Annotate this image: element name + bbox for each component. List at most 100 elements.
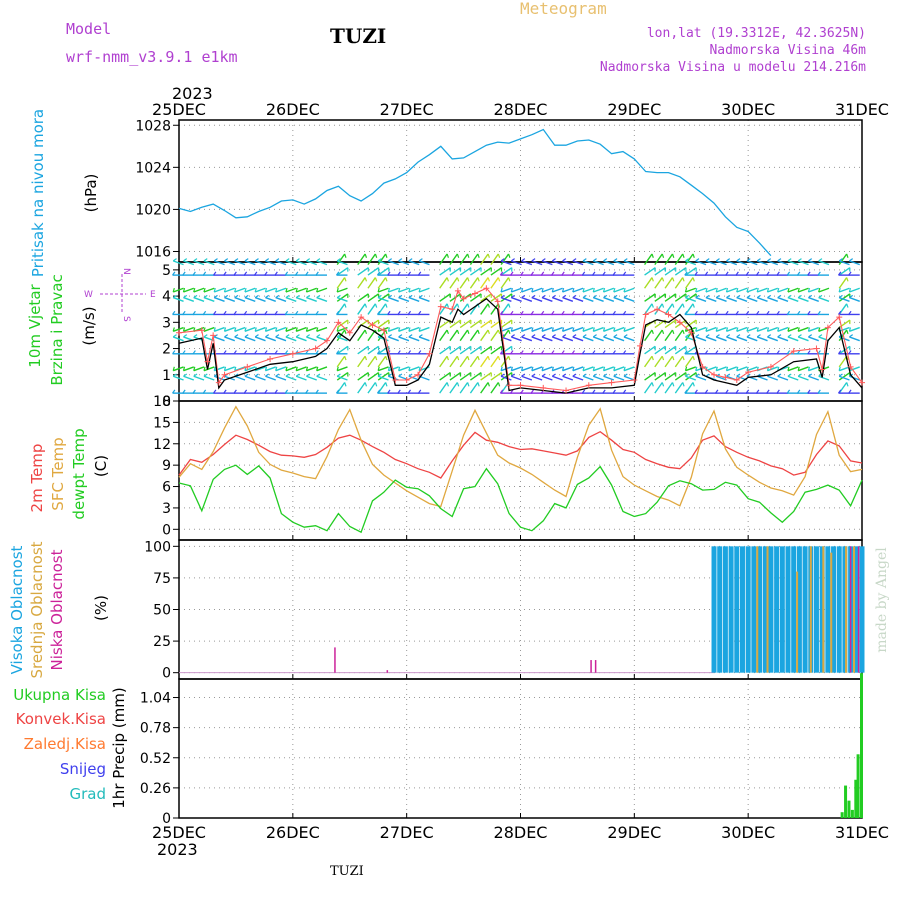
wind-barb	[674, 303, 684, 315]
wind-barb-tick	[510, 327, 513, 332]
wind-barb-tick	[530, 271, 534, 276]
wind-barb-tick	[592, 327, 595, 332]
compass-n: N	[121, 268, 131, 275]
wind-barb-tick	[705, 294, 710, 299]
wind-barb	[244, 375, 256, 381]
wind-barb	[316, 375, 328, 381]
wind-barb	[480, 329, 489, 342]
wind-barb-tick	[736, 334, 741, 338]
wind-barb	[715, 260, 727, 266]
wind-barb-tick	[797, 294, 802, 299]
cloud-high-bar	[842, 546, 848, 673]
wind-barb-tick	[848, 350, 852, 355]
wind-barb-tick	[295, 334, 300, 338]
wind-barb-tick	[335, 310, 340, 315]
wind-barb	[224, 336, 236, 342]
wind-barb	[664, 303, 674, 315]
wind-barb-tick	[306, 373, 311, 377]
wind-barb-tick	[715, 327, 718, 332]
wind-barb	[254, 366, 266, 372]
wind-barb	[285, 287, 297, 293]
wind-barb-tick	[807, 271, 811, 276]
wind-gust-marker	[221, 371, 228, 378]
wind-barb	[818, 375, 830, 381]
wind-barb-tick	[315, 271, 319, 276]
wind-barb-tick	[388, 373, 393, 377]
wind-barb-tick	[203, 294, 208, 299]
wind-barb	[367, 371, 380, 381]
y-tick-label: 15	[153, 415, 171, 431]
cloud-mid-bar	[853, 546, 856, 673]
wind-barb	[377, 267, 390, 276]
wind-barb	[684, 253, 694, 266]
wind-barb-tick	[446, 356, 450, 361]
wind-barb	[838, 296, 850, 302]
wind-barb-tick	[671, 303, 675, 308]
wind-barb	[695, 296, 707, 302]
wind-barb-tick	[315, 389, 319, 394]
wind-barb	[183, 375, 195, 381]
wind-barb-tick	[726, 258, 731, 262]
wind-barb	[644, 382, 653, 394]
wind-barb	[398, 366, 410, 372]
wind-barb-tick	[295, 366, 298, 371]
wind-barb	[685, 267, 697, 276]
wind-barb	[685, 345, 697, 355]
wind-barb-tick	[684, 389, 688, 394]
wind-barb-tick	[776, 271, 780, 276]
wind-barb-tick	[376, 389, 381, 394]
wind-barb	[685, 296, 697, 302]
wind-barb	[336, 287, 348, 293]
wind-barb-tick	[846, 382, 849, 387]
wind-barb	[439, 319, 451, 329]
wind-barb-tick	[285, 373, 290, 377]
wind-barb-tick	[182, 271, 186, 276]
wind-barb-tick	[807, 350, 811, 355]
wind-barb	[480, 303, 489, 315]
cloud-high-bar	[711, 546, 717, 673]
wind-barb-tick	[376, 350, 381, 355]
wind-barb	[203, 260, 215, 266]
wind-barb	[316, 296, 328, 302]
top-date-label: 28DEC	[494, 100, 548, 119]
wind-barb-tick	[377, 373, 382, 377]
wind-barb-tick	[456, 253, 460, 258]
wind-barb	[767, 287, 779, 293]
wind-barb-tick	[849, 334, 854, 338]
wind-barb-tick	[818, 327, 821, 332]
wind-barb	[357, 329, 366, 342]
wind-barb-tick	[172, 327, 175, 332]
wind-barb	[265, 296, 276, 302]
wind-barb-tick	[797, 373, 802, 377]
wind-barb	[767, 296, 779, 302]
wind-barb-tick	[264, 366, 268, 371]
wind-barb-tick	[592, 310, 596, 315]
wind-barb-tick	[582, 327, 585, 332]
wind-barb-tick	[797, 310, 801, 315]
wind-barb	[644, 345, 656, 355]
wind-barb	[490, 277, 499, 289]
wind-barb	[838, 371, 851, 381]
wind-barb-tick	[254, 334, 259, 338]
wind-barb	[234, 366, 246, 372]
wind-barb	[459, 329, 469, 342]
wind-barb-tick	[612, 389, 616, 394]
wind-barb-tick	[685, 373, 690, 377]
wind-barb-tick	[725, 366, 729, 371]
wind-barb	[623, 375, 635, 381]
wind-barb-tick	[746, 258, 751, 262]
wind-barb-tick	[285, 287, 288, 293]
wind-barb	[193, 260, 205, 266]
wind-barb-tick	[508, 356, 511, 361]
wind-barb-tick	[397, 389, 401, 394]
wind-barb-tick	[551, 366, 554, 371]
wind-barb-tick	[477, 382, 480, 387]
wind-barb	[572, 296, 584, 302]
wind-barb-tick	[500, 258, 505, 262]
wind-barb	[500, 345, 513, 355]
wind-barb	[767, 260, 779, 266]
wind-barb-tick	[497, 329, 501, 335]
wind-barb-tick	[541, 366, 544, 371]
wind-barb-tick	[651, 253, 654, 258]
wind-barb	[172, 326, 184, 332]
